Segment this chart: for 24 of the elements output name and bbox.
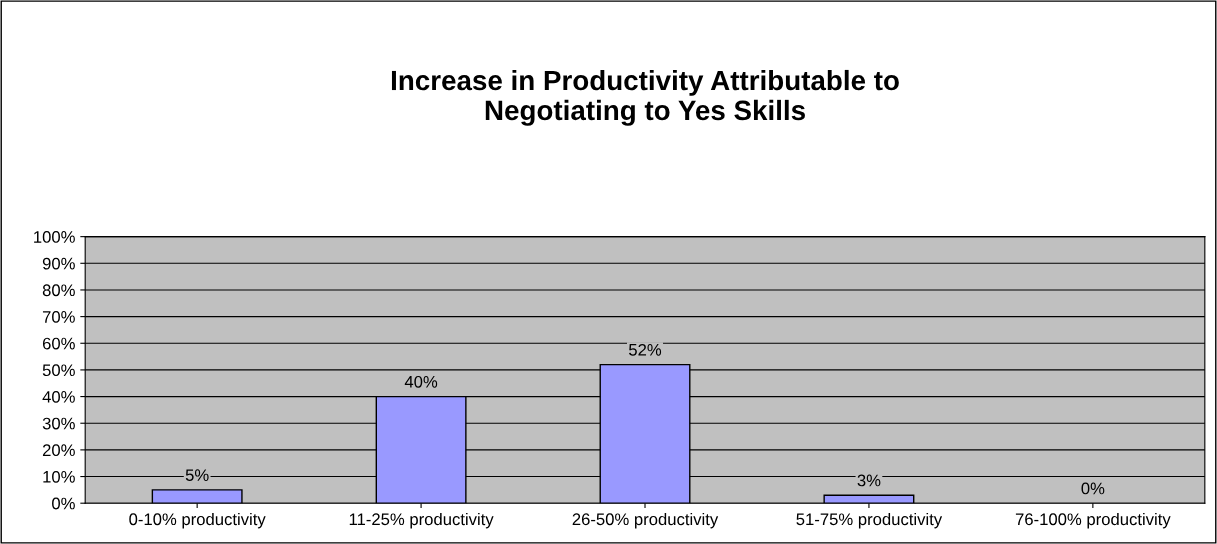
data-label: 52% xyxy=(629,343,662,356)
y-tick-label: 50% xyxy=(42,364,75,377)
y-tick-label: 100% xyxy=(34,231,75,243)
y-tick-label: 20% xyxy=(42,444,75,457)
x-tick-label: 51-75% productivity xyxy=(796,512,943,529)
y-tick-label: 0% xyxy=(52,497,75,510)
x-tick-label: 76-100% productivity xyxy=(1015,512,1171,529)
x-tick-label: 11-25% productivity xyxy=(349,512,494,529)
y-tick-label: 60% xyxy=(42,337,75,350)
bar xyxy=(151,489,243,504)
y-tick-label: 10% xyxy=(43,470,75,483)
data-label: 0% xyxy=(1081,482,1105,495)
y-tick-label: 30% xyxy=(42,417,75,430)
x-tick-label: 26-50% productivity xyxy=(572,512,719,529)
x-tick-label: 0-10% productivity xyxy=(129,512,266,529)
data-label: 40% xyxy=(404,375,438,388)
y-tick-label: 80% xyxy=(42,284,75,297)
y-tick-label: 90% xyxy=(42,257,75,270)
chart-title: Increase in Productivity Attributable to Negotiating to Yes Skills xyxy=(391,69,899,126)
y-tick-label: 40% xyxy=(42,390,75,403)
y-tick-label: 70% xyxy=(42,311,75,323)
data-label: 3% xyxy=(857,474,881,487)
bar xyxy=(823,494,915,504)
data-label: 5% xyxy=(185,469,209,482)
